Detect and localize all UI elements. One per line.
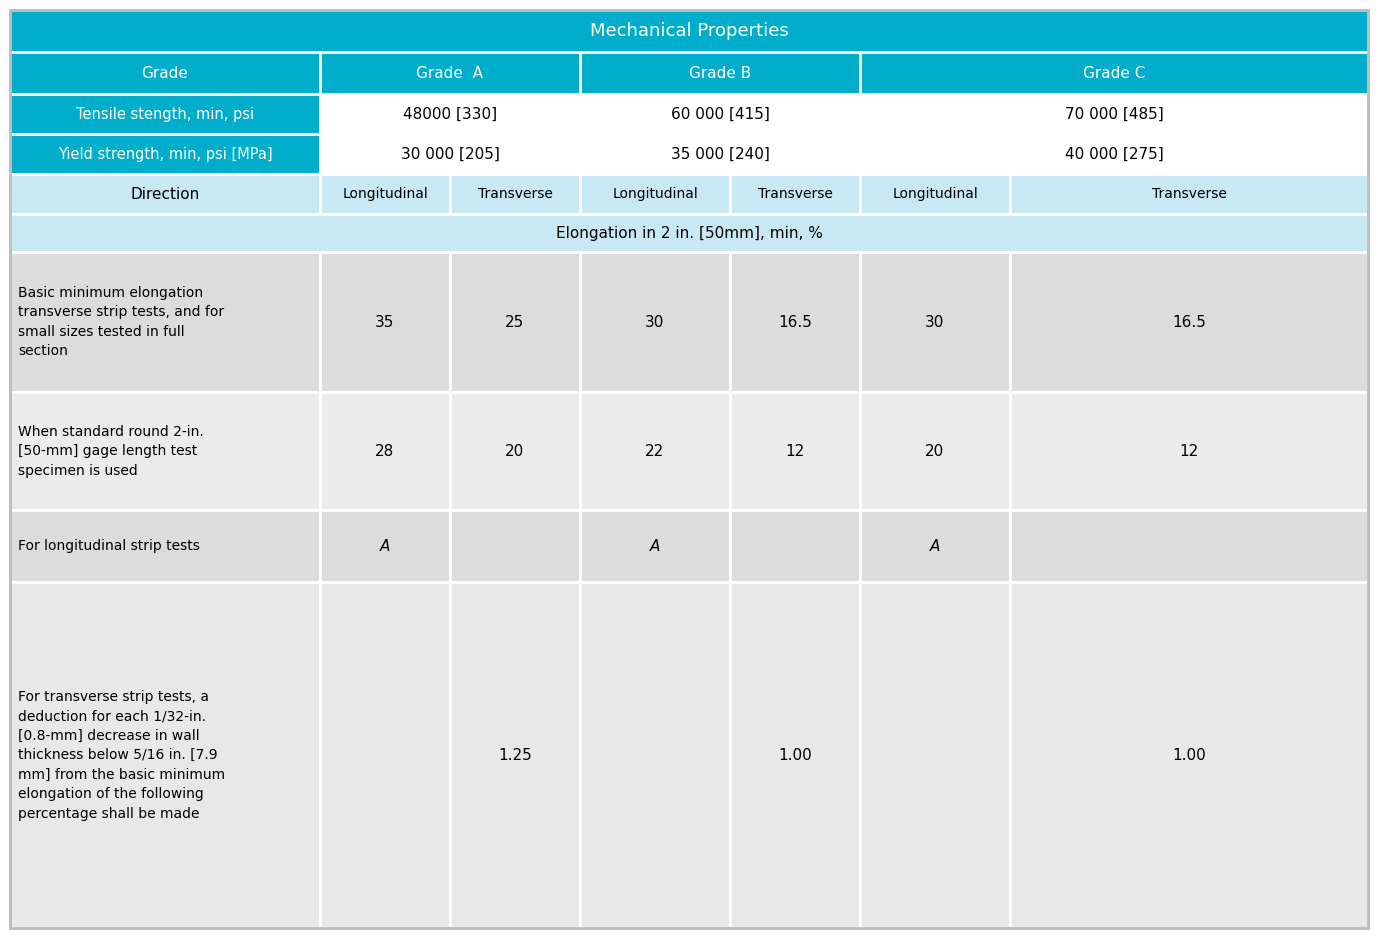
Text: Mechanical Properties: Mechanical Properties — [590, 22, 788, 40]
Bar — [860, 134, 1368, 174]
Bar — [860, 94, 1368, 134]
Bar — [10, 134, 320, 174]
Bar — [1010, 174, 1368, 214]
Bar — [451, 252, 580, 392]
Text: A: A — [650, 538, 660, 553]
Bar — [1010, 252, 1368, 392]
Bar — [730, 252, 860, 392]
Bar — [580, 252, 730, 392]
Text: 20: 20 — [506, 444, 525, 459]
Bar — [1010, 392, 1368, 510]
Text: Longitudinal: Longitudinal — [342, 187, 429, 201]
Bar — [320, 94, 580, 134]
Text: 1.25: 1.25 — [497, 748, 532, 763]
Bar — [860, 174, 1010, 214]
Text: Transverse: Transverse — [478, 187, 553, 201]
Text: 12: 12 — [1180, 444, 1199, 459]
Bar — [320, 510, 451, 582]
Bar — [860, 582, 1010, 928]
Text: 30: 30 — [645, 314, 664, 329]
Text: Yield strength, min, psi [MPa]: Yield strength, min, psi [MPa] — [58, 146, 273, 161]
Bar — [580, 134, 860, 174]
Bar — [10, 94, 320, 134]
Text: 16.5: 16.5 — [779, 314, 812, 329]
Bar — [860, 52, 1368, 94]
Text: Elongation in 2 in. [50mm], min, %: Elongation in 2 in. [50mm], min, % — [555, 225, 823, 240]
Text: Longitudinal: Longitudinal — [612, 187, 697, 201]
Text: 60 000 [415]: 60 000 [415] — [671, 107, 769, 122]
Bar — [1010, 510, 1368, 582]
Bar — [10, 392, 320, 510]
Bar — [10, 174, 320, 214]
Text: 25: 25 — [506, 314, 525, 329]
Bar — [10, 252, 320, 392]
Text: 12: 12 — [785, 444, 805, 459]
Bar — [730, 510, 860, 582]
Bar — [320, 52, 580, 94]
Bar — [10, 52, 320, 94]
Text: 22: 22 — [645, 444, 664, 459]
Bar — [10, 582, 320, 928]
Text: 30: 30 — [925, 314, 945, 329]
Text: For transverse strip tests, a
deduction for each 1/32-in.
[0.8-mm] decrease in w: For transverse strip tests, a deduction … — [18, 689, 225, 821]
Text: 40 000 [275]: 40 000 [275] — [1065, 146, 1163, 161]
Bar — [451, 582, 580, 928]
Bar — [580, 510, 730, 582]
Text: 35 000 [240]: 35 000 [240] — [671, 146, 769, 161]
Text: Longitudinal: Longitudinal — [892, 187, 978, 201]
Bar — [580, 392, 730, 510]
Text: Grade C: Grade C — [1083, 66, 1145, 81]
Bar — [580, 52, 860, 94]
Bar — [580, 94, 860, 134]
Text: 70 000 [485]: 70 000 [485] — [1065, 107, 1163, 122]
Bar — [451, 392, 580, 510]
Bar — [320, 392, 451, 510]
Bar — [320, 134, 580, 174]
Bar — [860, 392, 1010, 510]
Text: For longitudinal strip tests: For longitudinal strip tests — [18, 539, 200, 553]
Text: Direction: Direction — [131, 187, 200, 202]
Text: Grade  A: Grade A — [416, 66, 484, 81]
Bar — [10, 10, 1368, 52]
Text: 35: 35 — [375, 314, 394, 329]
Bar — [320, 582, 451, 928]
Bar — [580, 174, 730, 214]
Bar — [580, 582, 730, 928]
Text: 1.00: 1.00 — [1173, 748, 1206, 763]
Text: A: A — [380, 538, 390, 553]
Bar — [730, 582, 860, 928]
Bar — [10, 510, 320, 582]
Text: A: A — [930, 538, 940, 553]
Text: Basic minimum elongation
transverse strip tests, and for
small sizes tested in f: Basic minimum elongation transverse stri… — [18, 286, 225, 358]
Text: 16.5: 16.5 — [1173, 314, 1206, 329]
Bar — [1010, 582, 1368, 928]
Bar — [730, 392, 860, 510]
Bar — [10, 214, 1368, 252]
Text: 20: 20 — [926, 444, 945, 459]
Bar — [860, 510, 1010, 582]
Bar — [451, 510, 580, 582]
Bar — [320, 252, 451, 392]
Text: 1.00: 1.00 — [779, 748, 812, 763]
Text: Transverse: Transverse — [1152, 187, 1226, 201]
Bar — [451, 174, 580, 214]
Text: 30 000 [205]: 30 000 [205] — [401, 146, 499, 161]
Bar — [860, 252, 1010, 392]
Text: 28: 28 — [375, 444, 394, 459]
Text: Transverse: Transverse — [758, 187, 832, 201]
Text: Tensile stength, min, psi: Tensile stength, min, psi — [76, 107, 254, 122]
Bar — [730, 174, 860, 214]
Text: Grade B: Grade B — [689, 66, 751, 81]
Text: Grade: Grade — [142, 66, 189, 81]
Bar — [320, 174, 451, 214]
Text: 48000 [330]: 48000 [330] — [402, 107, 497, 122]
Text: When standard round 2-in.
[50-mm] gage length test
specimen is used: When standard round 2-in. [50-mm] gage l… — [18, 425, 204, 477]
